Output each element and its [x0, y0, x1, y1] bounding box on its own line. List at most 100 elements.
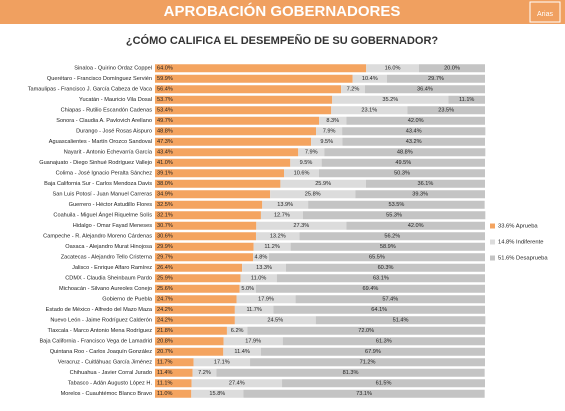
- value-label: 27.3%: [293, 223, 309, 229]
- bar-segment: [155, 116, 320, 125]
- value-label: 13.2%: [270, 234, 286, 240]
- bar-segment: [284, 169, 320, 178]
- y-tick-label: Guerrero - Héctor Astudillo Flores: [69, 202, 153, 208]
- bar-segment: [192, 368, 217, 377]
- y-tick-label: Guanajuato - Diego Sinhué Rodríguez Vall…: [39, 160, 152, 166]
- value-label: 17.1%: [214, 360, 230, 366]
- y-tick-label: San Luis Potosí - Juan Manuel Carreras: [53, 192, 153, 198]
- y-tick-label: Nuevo León - Jaime Rodríguez Calderón: [50, 318, 152, 324]
- bar-segment: [260, 347, 485, 356]
- y-tick-label: Coahuila - Miguel Ángel Riquelme Solís: [53, 212, 152, 219]
- bar-segment: [223, 337, 283, 346]
- value-label: 24.2%: [157, 307, 173, 313]
- value-label: 6.2%: [231, 328, 244, 334]
- value-label: 63.1%: [373, 276, 389, 282]
- value-label: 55.3%: [386, 213, 402, 219]
- bar-segment: [324, 148, 486, 157]
- value-label: 59.9%: [157, 76, 173, 82]
- value-label: 36.4%: [417, 87, 433, 93]
- value-label: 51.4%: [393, 318, 409, 324]
- bar-segment: [295, 295, 485, 304]
- value-label: 11.0%: [251, 276, 266, 282]
- value-label: 13.3%: [256, 265, 272, 271]
- bar-segment: [247, 326, 485, 335]
- bar-segment: [243, 389, 485, 398]
- bar-segment: [273, 305, 485, 314]
- bar-segment: [342, 127, 486, 136]
- bar-segment: [242, 263, 287, 272]
- value-label: 29.7%: [157, 255, 173, 261]
- value-label: 53.5%: [388, 202, 404, 208]
- value-label: 30.7%: [157, 223, 173, 229]
- value-label: 13.9%: [277, 202, 293, 208]
- bar-segment: [155, 305, 235, 314]
- bar-segment: [342, 137, 485, 146]
- bar-segment: [407, 106, 485, 115]
- y-tick-label: Querétaro - Francisco Domínguez Servién: [47, 76, 152, 82]
- value-label: 32.5%: [157, 202, 173, 208]
- value-label: 8.3%: [326, 118, 339, 124]
- bar-segment: [315, 316, 486, 325]
- bar-segment: [155, 379, 192, 388]
- bar-segment: [155, 326, 227, 335]
- value-label: 25.9%: [157, 276, 173, 282]
- bar-segment: [346, 116, 485, 125]
- bar-segment: [332, 95, 449, 104]
- value-label: 21.8%: [157, 328, 173, 334]
- value-label: 30.6%: [157, 234, 173, 240]
- value-label: 58.9%: [380, 244, 396, 250]
- legend-label: 14.8% Indiferente: [498, 240, 543, 246]
- bar-segment: [260, 211, 303, 220]
- value-label: 61.5%: [376, 381, 392, 387]
- y-tick-label: Morelos - Cuauhtémoc Blanco Bravo: [61, 391, 152, 397]
- bar-segment: [155, 337, 224, 346]
- bar-segment: [236, 295, 296, 304]
- value-label: 34.9%: [157, 192, 173, 198]
- bar-segment: [155, 95, 333, 104]
- bar-segment: [155, 368, 193, 377]
- value-label: 20.7%: [157, 349, 173, 355]
- value-label: 53.7%: [157, 97, 173, 103]
- y-tick-label: Baja California - Francisco Vega de Lama…: [39, 339, 152, 345]
- y-tick-label: Hidalgo - Omar Fayad Meneses: [73, 223, 152, 229]
- bar-segment: [250, 358, 485, 367]
- bar-segment: [308, 200, 485, 209]
- value-label: 7.9%: [305, 150, 318, 156]
- value-label: 23.1%: [361, 108, 377, 114]
- value-label: 25.8%: [305, 192, 321, 198]
- bar-segment: [191, 389, 244, 398]
- value-label: 36.1%: [417, 181, 433, 187]
- bar-segment: [290, 242, 485, 251]
- bar-segment: [256, 221, 347, 230]
- chart-subtitle: ¿CÓMO CALIFICA EL DESEMPEÑO DE SU GOBERN…: [126, 34, 439, 47]
- y-tick-label: Campeche - R. Alejandro Moreno Cárdenas: [43, 234, 152, 240]
- value-label: 71.2%: [360, 360, 376, 366]
- value-label: 11.2%: [264, 244, 279, 250]
- value-label: 17.9%: [258, 297, 274, 303]
- legend-swatch: [490, 223, 495, 229]
- bar-segment: [286, 263, 485, 272]
- bar-segment: [316, 127, 343, 136]
- y-tick-label: Tlaxcala - Marco Antonio Mena Rodríguez: [48, 328, 153, 334]
- value-label: 49.7%: [157, 118, 173, 124]
- value-label: 67.9%: [365, 349, 381, 355]
- value-label: 48.8%: [397, 150, 413, 156]
- value-label: 7.9%: [323, 129, 336, 135]
- bar-segment: [311, 137, 343, 146]
- bar-segment: [155, 316, 235, 325]
- value-label: 4.8%: [255, 255, 268, 261]
- value-label: 20.0%: [444, 66, 460, 72]
- bar-segment: [155, 232, 256, 241]
- y-tick-label: Yucatán - Mauricio Vila Dosal: [79, 97, 152, 103]
- y-tick-label: Durango - José Rosas Aispuro: [76, 129, 152, 135]
- value-label: 43.4%: [406, 129, 422, 135]
- value-label: 25.9%: [315, 181, 331, 187]
- y-tick-label: Michoacán - Silvano Aureoles Conejo: [59, 286, 152, 292]
- bar-segment: [364, 85, 485, 94]
- value-label: 24.2%: [157, 318, 173, 324]
- bar-segment: [155, 190, 271, 199]
- bar-segment: [253, 242, 291, 251]
- bar-segment: [270, 190, 356, 199]
- value-label: 41.0%: [157, 160, 173, 166]
